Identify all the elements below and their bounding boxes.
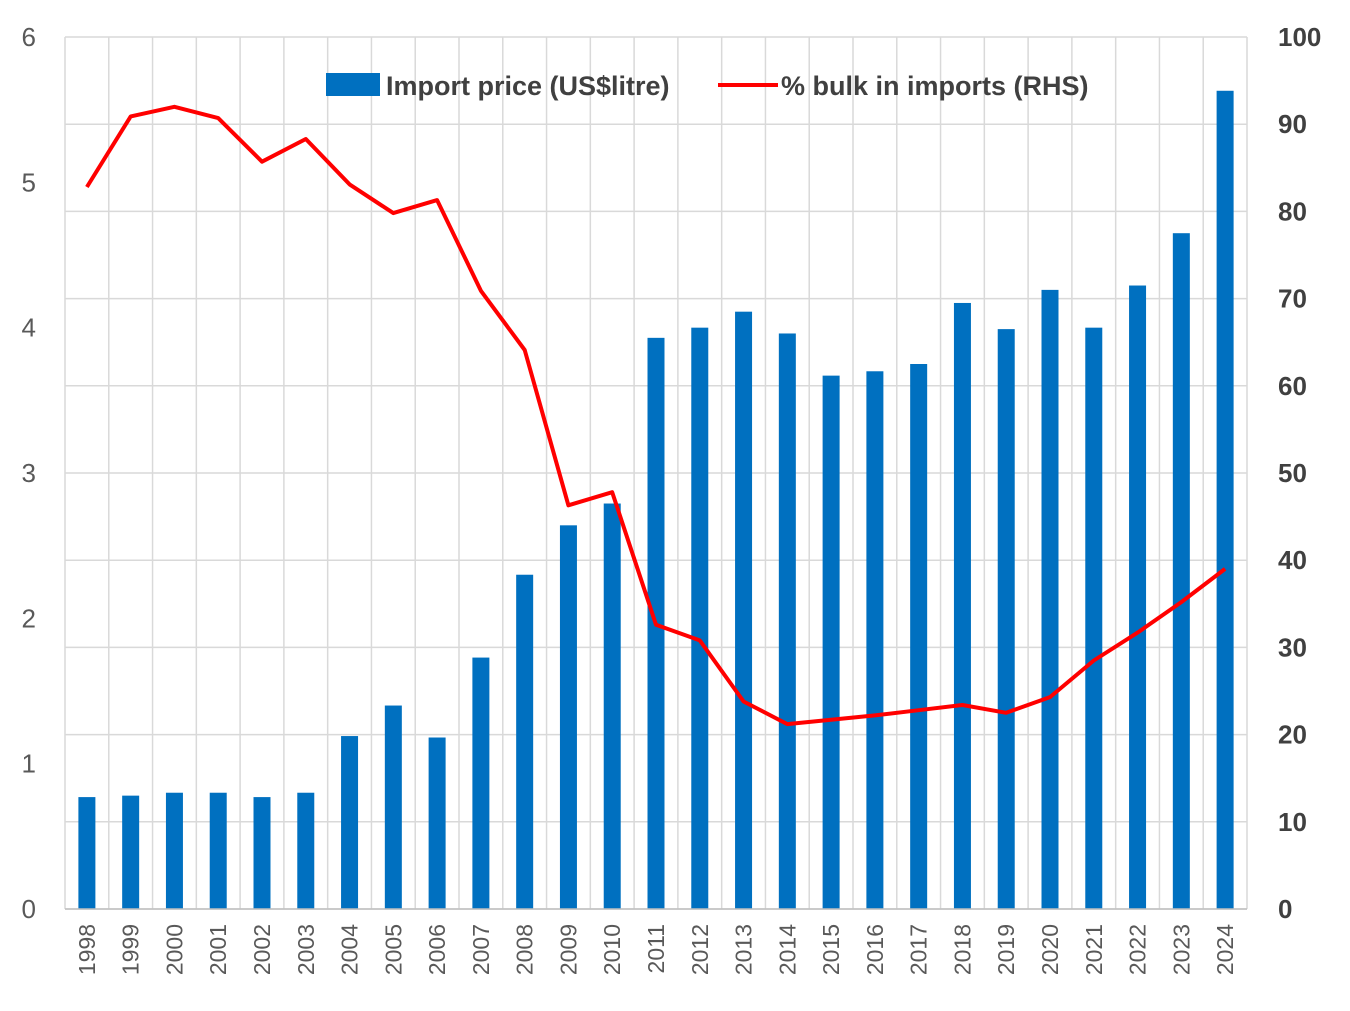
x-tick-label: 2012 <box>687 924 713 975</box>
x-tick-label: 2003 <box>293 924 319 975</box>
bar-series-import-price <box>78 90 1234 910</box>
line-path-bulk-share <box>85 104 1227 727</box>
y-right-tick-label: 80 <box>1278 196 1307 226</box>
y-right-tick-label: 30 <box>1278 632 1307 662</box>
x-tick-label: 2006 <box>424 924 450 975</box>
y-right-tick-label: 0 <box>1278 894 1292 924</box>
x-tick-label: 2011 <box>643 924 669 973</box>
x-tick-label: 2018 <box>949 924 975 975</box>
x-tick-label: 1999 <box>118 924 144 975</box>
bar-2007 <box>472 657 490 909</box>
bar-2014 <box>778 333 796 910</box>
bar-2012 <box>691 327 709 910</box>
bar-2002 <box>253 797 271 909</box>
x-tick-label: 2022 <box>1125 924 1151 975</box>
x-tick-label: 2021 <box>1081 924 1107 975</box>
bar-2015 <box>822 375 840 909</box>
bar-2021 <box>1085 327 1103 910</box>
bar-2005 <box>384 705 402 909</box>
y-left-tick-label: 3 <box>22 458 36 488</box>
x-tick-label: 2010 <box>599 924 625 975</box>
bar-2017 <box>910 364 928 909</box>
y-right-tick-label: 40 <box>1278 545 1307 575</box>
x-tick-label: 2015 <box>818 924 844 975</box>
legend-label-bulk-share: % bulk in imports (RHS) <box>781 71 1089 101</box>
bar-2020 <box>1041 289 1059 909</box>
y-right-tick-label: 50 <box>1278 458 1307 488</box>
bar-2019 <box>997 329 1015 909</box>
y-right-tick-label: 90 <box>1278 109 1307 139</box>
bar-1998 <box>78 797 96 909</box>
x-tick-label: 2017 <box>906 924 932 975</box>
x-tick-label: 2007 <box>468 924 494 975</box>
bar-2013 <box>735 311 753 909</box>
y-right-tick-label: 100 <box>1278 22 1321 52</box>
y-left-tick-label: 5 <box>22 167 36 197</box>
legend: Import price (US$litre) % bulk in import… <box>326 71 1089 101</box>
y-left-tick-label: 2 <box>22 603 36 633</box>
legend-label-import-price: Import price (US$litre) <box>386 71 670 101</box>
y-right-tick-label: 70 <box>1278 284 1307 314</box>
y-right-tick-label: 10 <box>1278 807 1307 837</box>
bar-2023 <box>1172 233 1190 909</box>
bar-2009 <box>559 525 577 909</box>
y-right-tick-label: 20 <box>1278 720 1307 750</box>
y-left-tick-label: 4 <box>22 313 36 343</box>
bar-2022 <box>1129 285 1147 909</box>
x-tick-label: 2008 <box>512 924 538 975</box>
bar-2018 <box>953 302 971 910</box>
x-tick-label: 1998 <box>74 924 100 975</box>
x-tick-label: 2013 <box>731 924 757 975</box>
x-tick-label: 2002 <box>249 924 275 975</box>
bar-2008 <box>516 574 534 909</box>
x-tick-label: 2023 <box>1168 924 1194 975</box>
x-tick-label: 2001 <box>205 924 231 975</box>
x-tick-label: 2016 <box>862 924 888 975</box>
bar-2004 <box>341 736 359 909</box>
y-left-tick-label: 0 <box>22 894 36 924</box>
x-tick-label: 2020 <box>1037 924 1063 975</box>
bar-2016 <box>866 371 884 909</box>
y-right-tick-label: 60 <box>1278 371 1307 401</box>
x-tick-label: 2019 <box>993 924 1019 975</box>
y-left-tick-label: 6 <box>22 22 36 52</box>
bar-2010 <box>603 503 621 909</box>
x-tick-label: 2009 <box>555 924 581 975</box>
legend-swatch-import-price <box>326 73 380 96</box>
bar-2024 <box>1216 90 1234 910</box>
bar-1999 <box>122 795 140 909</box>
x-tick-label: 2005 <box>380 924 406 975</box>
x-tick-label: 2004 <box>337 924 363 975</box>
bar-2000 <box>165 792 183 909</box>
x-tick-label: 2024 <box>1212 924 1238 975</box>
axes: 0 10 20 30 40 50 60 70 80 90 100 0 1 2 3 4 5 6 1998 1999 200… <box>22 22 1322 975</box>
bar-2003 <box>297 792 315 909</box>
y-left-tick-label: 1 <box>22 749 36 779</box>
bar-2001 <box>209 792 227 909</box>
x-tick-label: 2000 <box>161 924 187 975</box>
gridlines <box>64 36 1248 910</box>
bar-2006 <box>428 737 446 909</box>
line-series-bulk-share <box>85 104 1227 727</box>
x-tick-label: 2014 <box>774 924 800 975</box>
